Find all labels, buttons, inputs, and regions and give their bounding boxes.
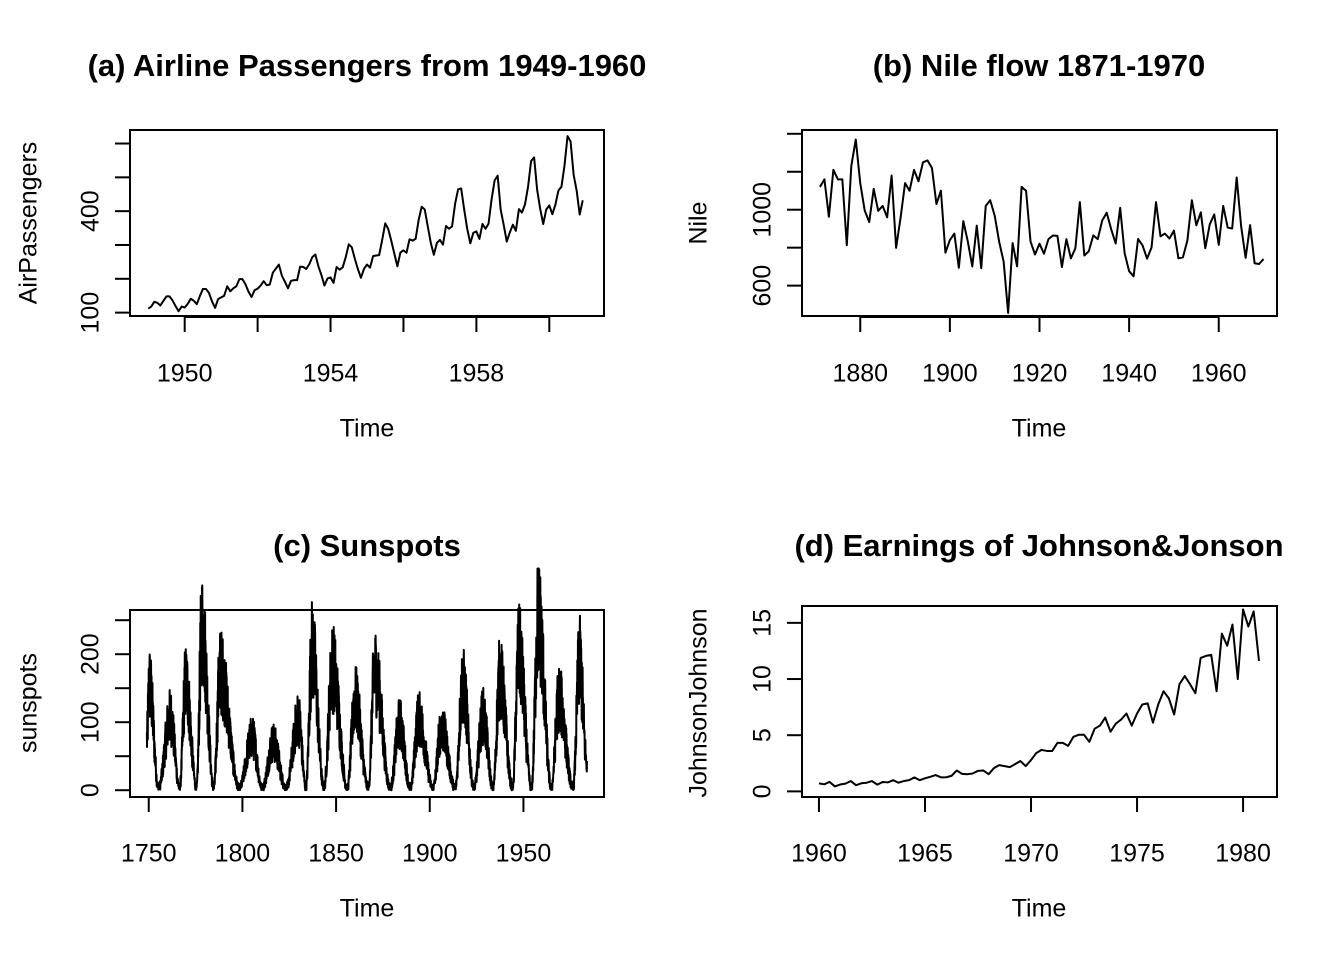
x-tick-label: 1850 xyxy=(308,840,364,868)
x-tick-label: 1970 xyxy=(1003,840,1059,868)
x-tick-label: 1950 xyxy=(496,840,552,868)
y-tick-label: 100 xyxy=(77,701,105,743)
y-axis-label: JohnsonJohnson xyxy=(685,608,713,797)
x-axis-label: Time xyxy=(1012,415,1067,443)
panel-nile-flow: (b) Nile flow 1871-1970 1880 1900 1920 1940 1… xyxy=(685,48,1278,443)
chart-title: (b) Nile flow 1871-1970 xyxy=(873,48,1206,83)
series-line-JohnsonJohnson xyxy=(818,608,1260,788)
y-tick-label: 5 xyxy=(749,728,777,742)
y-tick-label: 1000 xyxy=(749,182,777,238)
y-tick-label: 200 xyxy=(77,633,105,675)
y-tick-label: 100 xyxy=(77,292,105,334)
series-line-AirPassengers xyxy=(147,135,584,313)
panel-johnson-earnings: (d) Earnings of Johnson&Jonson 1960 1965 19… xyxy=(685,528,1284,922)
x-tick-label: 1880 xyxy=(832,360,888,388)
y-tick-label: 0 xyxy=(749,784,777,798)
x-tick-label: 1800 xyxy=(215,840,271,868)
panel-airline-passengers: (a) Airline Passengers from 1949-1960 195… xyxy=(15,48,647,442)
x-tick-label: 1940 xyxy=(1101,360,1157,388)
x-tick-label: 1954 xyxy=(303,360,359,388)
x-tick-label: 1965 xyxy=(897,840,953,868)
x-tick-label: 1975 xyxy=(1109,840,1165,868)
chart-title: (d) Earnings of Johnson&Jonson xyxy=(794,528,1283,563)
chart-title: (c) Sunspots xyxy=(273,528,461,563)
x-tick-label: 1980 xyxy=(1215,840,1271,868)
x-axis-label: Time xyxy=(340,895,395,923)
y-tick-label: 0 xyxy=(77,783,105,797)
x-tick-label: 1950 xyxy=(157,360,213,388)
x-tick-label: 1960 xyxy=(1191,360,1247,388)
x-tick-label: 1900 xyxy=(402,840,458,868)
y-tick-label: 600 xyxy=(749,265,777,307)
x-tick-label: 1900 xyxy=(922,360,978,388)
x-axis-label: Time xyxy=(340,415,395,443)
panel-sunspots: (c) Sunspots 1750 1800 1850 1900 1950 0 100 200 T… xyxy=(15,528,605,923)
x-tick-label: 1750 xyxy=(121,840,177,868)
series-line-sunspots xyxy=(145,567,588,792)
chart-title: (a) Airline Passengers from 1949-1960 xyxy=(88,48,647,83)
y-tick-label: 400 xyxy=(77,190,105,232)
x-tick-label: 1920 xyxy=(1012,360,1068,388)
plot-frame xyxy=(801,605,1278,798)
x-axis-label: Time xyxy=(1012,895,1067,923)
x-tick-label: 1958 xyxy=(449,360,505,388)
y-tick-label: 10 xyxy=(749,665,777,693)
y-tick-label: 15 xyxy=(749,609,777,637)
y-axis-label: sunspots xyxy=(15,653,43,753)
plot-frame xyxy=(801,129,1278,317)
y-axis-label: Nile xyxy=(685,201,713,244)
series-line-Nile xyxy=(819,138,1265,314)
x-tick-label: 1960 xyxy=(791,840,847,868)
y-axis-label: AirPassengers xyxy=(15,142,43,305)
